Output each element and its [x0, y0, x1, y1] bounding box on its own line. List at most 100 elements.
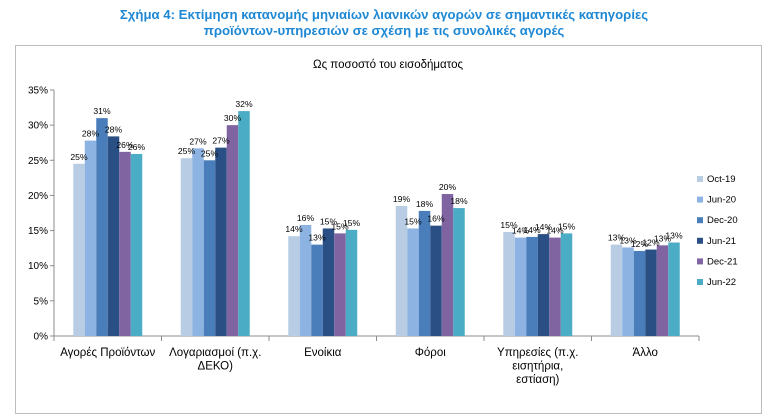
bar: [560, 233, 573, 336]
bar: [107, 136, 120, 336]
data-label: 15%: [558, 221, 576, 231]
bar: [215, 147, 227, 336]
data-label: 12%: [631, 239, 649, 249]
bar: [84, 140, 97, 336]
bar: [96, 118, 108, 336]
legend-label: Jun-22: [707, 277, 736, 288]
bar: [288, 236, 300, 336]
legend-label: Dec-20: [707, 215, 738, 226]
y-tick-label: 35%: [28, 86, 48, 97]
bar: [407, 228, 419, 336]
data-label: 15%: [343, 218, 361, 228]
legend-label: Dec-21: [707, 256, 738, 267]
x-tick-label: Ενοίκια: [304, 347, 342, 359]
bar: [645, 249, 657, 336]
data-label: 31%: [93, 106, 111, 116]
data-label: 14%: [285, 224, 303, 234]
y-tick-label: 25%: [28, 156, 48, 167]
data-label: 13%: [608, 233, 626, 243]
legend-label: Oct-19: [707, 174, 736, 185]
data-label: 18%: [416, 199, 434, 209]
bar: [130, 153, 143, 336]
data-label: 16%: [427, 214, 445, 224]
data-label: 14%: [535, 222, 553, 232]
data-label: 14%: [523, 225, 541, 235]
y-tick-label: 30%: [28, 121, 48, 132]
figure-title: Σχήμα 4: Εκτίμηση κατανομής μηνιαίων λια…: [0, 7, 768, 39]
data-label: 25%: [178, 146, 196, 156]
bar-chart: Ως ποσοστό του εισοδήματος 0% 5% 10% 15% 20%…: [28, 59, 738, 386]
bar: [622, 247, 634, 336]
data-label: 28%: [82, 129, 100, 139]
bar: [610, 244, 623, 336]
data-label: 13%: [654, 233, 672, 243]
data-label: 20%: [439, 182, 457, 192]
bar: [514, 237, 527, 336]
legend-swatch: [697, 217, 703, 224]
y-tick-label: 0%: [34, 332, 49, 343]
x-tick-label: Άλλο: [633, 347, 658, 359]
data-label: 13%: [665, 231, 683, 241]
bar: [537, 234, 550, 336]
bar: [526, 236, 538, 336]
bar: [503, 231, 515, 336]
data-labels: 25%28%31%28%26%26% 25%27%25%27%30%32%14%1…: [70, 99, 683, 249]
figure-title-line-2: προϊόντων-υπηρεσιών σε σχέση με τις συνο…: [203, 23, 565, 38]
chart-title: Ως ποσοστό του εισοδήματος: [313, 59, 464, 71]
legend-label: Jun-21: [707, 236, 736, 247]
data-label: 14%: [512, 226, 530, 236]
y-tick-label: 20%: [28, 191, 48, 202]
legend-swatch: [697, 176, 703, 182]
data-label: 14%: [546, 226, 564, 236]
legend-swatch: [697, 258, 703, 265]
bar: [192, 148, 204, 336]
bar: [345, 229, 358, 336]
legend: Oct-19 Jun-20 Dec-20 Jun-21 Dec-21 Jun-22: [697, 174, 738, 288]
legend-label: Jun-20: [707, 195, 736, 206]
bar: [441, 194, 454, 336]
bar: [656, 245, 669, 336]
chart-frame: Ως ποσοστό του εισοδήματος 0% 5% 10% 15% 20%…: [15, 45, 762, 414]
bar: [453, 208, 465, 336]
data-label: 15%: [500, 220, 518, 230]
data-label: 12%: [642, 238, 660, 248]
bar: [633, 250, 646, 336]
legend-swatch: [697, 279, 703, 285]
bar: [238, 111, 250, 336]
bar: [226, 125, 239, 337]
bar: [334, 233, 346, 336]
data-label: 19%: [393, 194, 411, 204]
data-label: 26%: [116, 140, 134, 150]
bar: [418, 210, 431, 336]
bar: [119, 151, 131, 336]
bar: [180, 158, 193, 336]
y-tick-label: 10%: [28, 261, 48, 272]
data-label: 27%: [212, 136, 230, 146]
data-label: 27%: [189, 136, 207, 146]
bar: [322, 228, 335, 336]
bar: [395, 205, 408, 336]
bar: [430, 225, 442, 336]
x-tick-label: Φόροι: [415, 347, 447, 359]
data-label: 32%: [235, 99, 253, 109]
data-label: 16%: [297, 213, 315, 223]
x-tick-label: Λογαριασμοί (π.χ. ΔΕΚΟ): [169, 347, 261, 373]
data-label: 25%: [201, 148, 219, 158]
bar: [311, 244, 323, 336]
data-label: 28%: [105, 124, 123, 134]
data-label: 13%: [308, 233, 326, 243]
bar: [73, 163, 85, 336]
y-tick-label: 5%: [34, 296, 49, 307]
x-tick-label: Αγορές Προϊόντων: [60, 347, 155, 359]
data-label: 25%: [70, 152, 88, 162]
legend-swatch: [697, 237, 703, 244]
figure-title-line-1: Σχήμα 4: Εκτίμηση κατανομής μηνιαίων λια…: [119, 7, 649, 22]
y-tick-label: 15%: [28, 226, 48, 237]
data-label: 26%: [128, 142, 146, 152]
bar: [668, 242, 680, 336]
legend-swatch: [697, 196, 703, 203]
bars: [73, 111, 680, 337]
data-label: 15%: [320, 216, 338, 226]
bar: [299, 224, 312, 336]
bar: [549, 237, 561, 336]
